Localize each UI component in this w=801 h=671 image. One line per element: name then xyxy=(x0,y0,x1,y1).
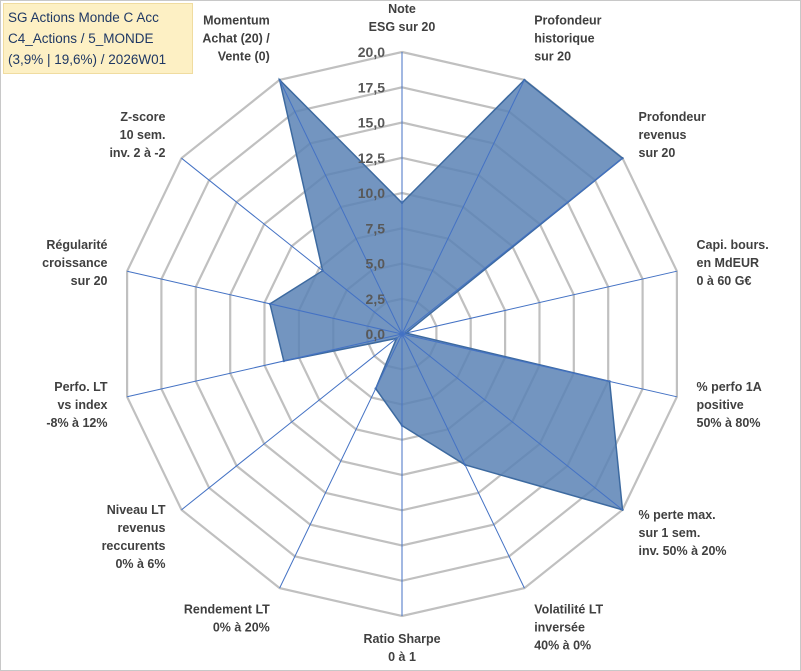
axis-label-1-line-0: Profondeur xyxy=(534,14,601,28)
axis-label-9-line-1: revenus xyxy=(118,521,166,535)
axis-label-2: Profondeur revenus sur 20 xyxy=(639,110,706,160)
axis-label-10-line-0: Perfo. LT xyxy=(54,380,108,394)
spoke-5 xyxy=(401,333,623,511)
spoke-3 xyxy=(401,270,678,335)
axis-label-9-line-0: Niveau LT xyxy=(107,503,166,517)
axis-label-1: Profondeur historique sur 20 xyxy=(534,14,601,64)
spoke-2 xyxy=(401,157,623,335)
axis-label-0-line-1: ESG sur 20 xyxy=(369,20,436,34)
axis-label-0-line-0: Note xyxy=(388,2,416,16)
axis-label-9-line-2: reccurents xyxy=(102,539,166,553)
tick-label-0: 0,0 xyxy=(366,326,386,342)
axis-label-12-line-2: inv. 2 à -2 xyxy=(109,146,165,160)
spoke-11 xyxy=(126,270,403,335)
axis-label-11-line-0: Régularité xyxy=(46,238,107,252)
axis-label-13-line-1: Achat (20) / xyxy=(202,32,270,46)
tick-label-7: 17,5 xyxy=(358,79,385,95)
axis-label-5-line-0: % perte max. xyxy=(639,508,716,522)
axis-label-12: Z-score 10 sem. inv. 2 à -2 xyxy=(109,110,165,160)
axis-label-3: Capi. bours. en MdEUR 0 à 60 G€ xyxy=(697,238,769,288)
tick-label-1: 2,5 xyxy=(366,291,386,307)
tick-label-5: 12,5 xyxy=(358,150,385,166)
axis-label-2-line-2: sur 20 xyxy=(639,146,676,160)
axis-label-4-line-1: positive xyxy=(697,398,744,412)
spoke-12 xyxy=(181,157,403,335)
axis-label-10: Perfo. LT vs index -8% à 12% xyxy=(46,380,108,430)
tick-label-4: 10,0 xyxy=(358,185,385,201)
axis-label-4: % perfo 1A positive 50% à 80% xyxy=(697,380,762,430)
axis-label-10-line-2: -8% à 12% xyxy=(46,416,107,430)
axis-label-6-line-1: inversée xyxy=(534,620,585,634)
chart-title-line-2: C4_Actions / 5_MONDE xyxy=(8,31,154,46)
axis-label-8-line-1: 0% à 20% xyxy=(213,620,270,634)
chart-title-line-3: (3,9% | 19,6%) / 2026W01 xyxy=(8,52,167,67)
tick-label-2: 5,0 xyxy=(366,256,386,272)
axis-label-6: Volatilité LT inversée 40% à 0% xyxy=(534,602,603,652)
axis-label-13-line-0: Momentum xyxy=(203,14,270,28)
axis-label-5-line-1: sur 1 sem. xyxy=(639,526,701,540)
axis-label-6-line-2: 40% à 0% xyxy=(534,638,591,652)
axis-label-11: Régularité croissance sur 20 xyxy=(42,238,107,288)
tick-label-8: 20,0 xyxy=(358,44,385,60)
axis-label-12-line-0: Z-score xyxy=(120,110,165,124)
axis-label-1-line-2: sur 20 xyxy=(534,50,571,64)
axis-label-5: % perte max. sur 1 sem. inv. 50% à 20% xyxy=(639,508,727,558)
spoke-6 xyxy=(401,333,525,589)
axis-label-12-line-1: 10 sem. xyxy=(120,128,166,142)
spoke-10 xyxy=(126,333,403,398)
axis-label-5-line-2: inv. 50% à 20% xyxy=(639,544,727,558)
axis-label-0: Note ESG sur 20 xyxy=(369,2,436,34)
radar-tick-labels: 0,0 2,5 5,0 7,5 10,0 12,5 15,0 17,5 20,0 xyxy=(358,44,385,342)
axis-label-8: Rendement LT 0% à 20% xyxy=(184,602,270,634)
spoke-1 xyxy=(401,79,525,335)
spoke-8 xyxy=(279,333,403,589)
axis-label-6-line-0: Volatilité LT xyxy=(534,602,603,616)
tick-label-3: 7,5 xyxy=(366,220,386,236)
axis-label-3-line-1: en MdEUR xyxy=(697,256,760,270)
radar-spokes xyxy=(126,52,678,616)
radar-axis-labels: Note ESG sur 20 Profondeur historique sur 20… xyxy=(42,2,769,664)
axis-label-9-line-3: 0% à 6% xyxy=(115,557,165,571)
chart-title-box: SG Actions Monde C Acc C4_Actions / 5_MO… xyxy=(3,3,193,74)
axis-label-2-line-1: revenus xyxy=(639,128,687,142)
axis-label-3-line-2: 0 à 60 G€ xyxy=(697,274,752,288)
axis-label-13-line-2: Vente (0) xyxy=(218,50,270,64)
spoke-13 xyxy=(279,79,403,335)
axis-label-9: Niveau LT revenus reccurents 0% à 6% xyxy=(102,503,166,571)
axis-label-2-line-0: Profondeur xyxy=(639,110,706,124)
axis-label-10-line-1: vs index xyxy=(57,398,107,412)
axis-label-8-line-0: Rendement LT xyxy=(184,602,270,616)
spoke-4 xyxy=(401,333,678,398)
axis-label-13: Momentum Achat (20) / Vente (0) xyxy=(202,14,270,64)
axis-label-7: Ratio Sharpe 0 à 1 xyxy=(363,632,440,664)
tick-label-6: 15,0 xyxy=(358,115,385,131)
axis-label-3-line-0: Capi. bours. xyxy=(697,238,769,252)
axis-label-7-line-0: Ratio Sharpe xyxy=(363,632,440,646)
axis-label-11-line-2: sur 20 xyxy=(71,274,108,288)
axis-label-4-line-2: 50% à 80% xyxy=(697,416,761,430)
axis-label-11-line-1: croissance xyxy=(42,256,107,270)
spoke-9 xyxy=(181,333,403,511)
axis-label-7-line-1: 0 à 1 xyxy=(388,650,416,664)
chart-title-line-1: SG Actions Monde C Acc xyxy=(8,10,159,25)
axis-label-1-line-1: historique xyxy=(534,32,594,46)
axis-label-4-line-0: % perfo 1A xyxy=(697,380,762,394)
